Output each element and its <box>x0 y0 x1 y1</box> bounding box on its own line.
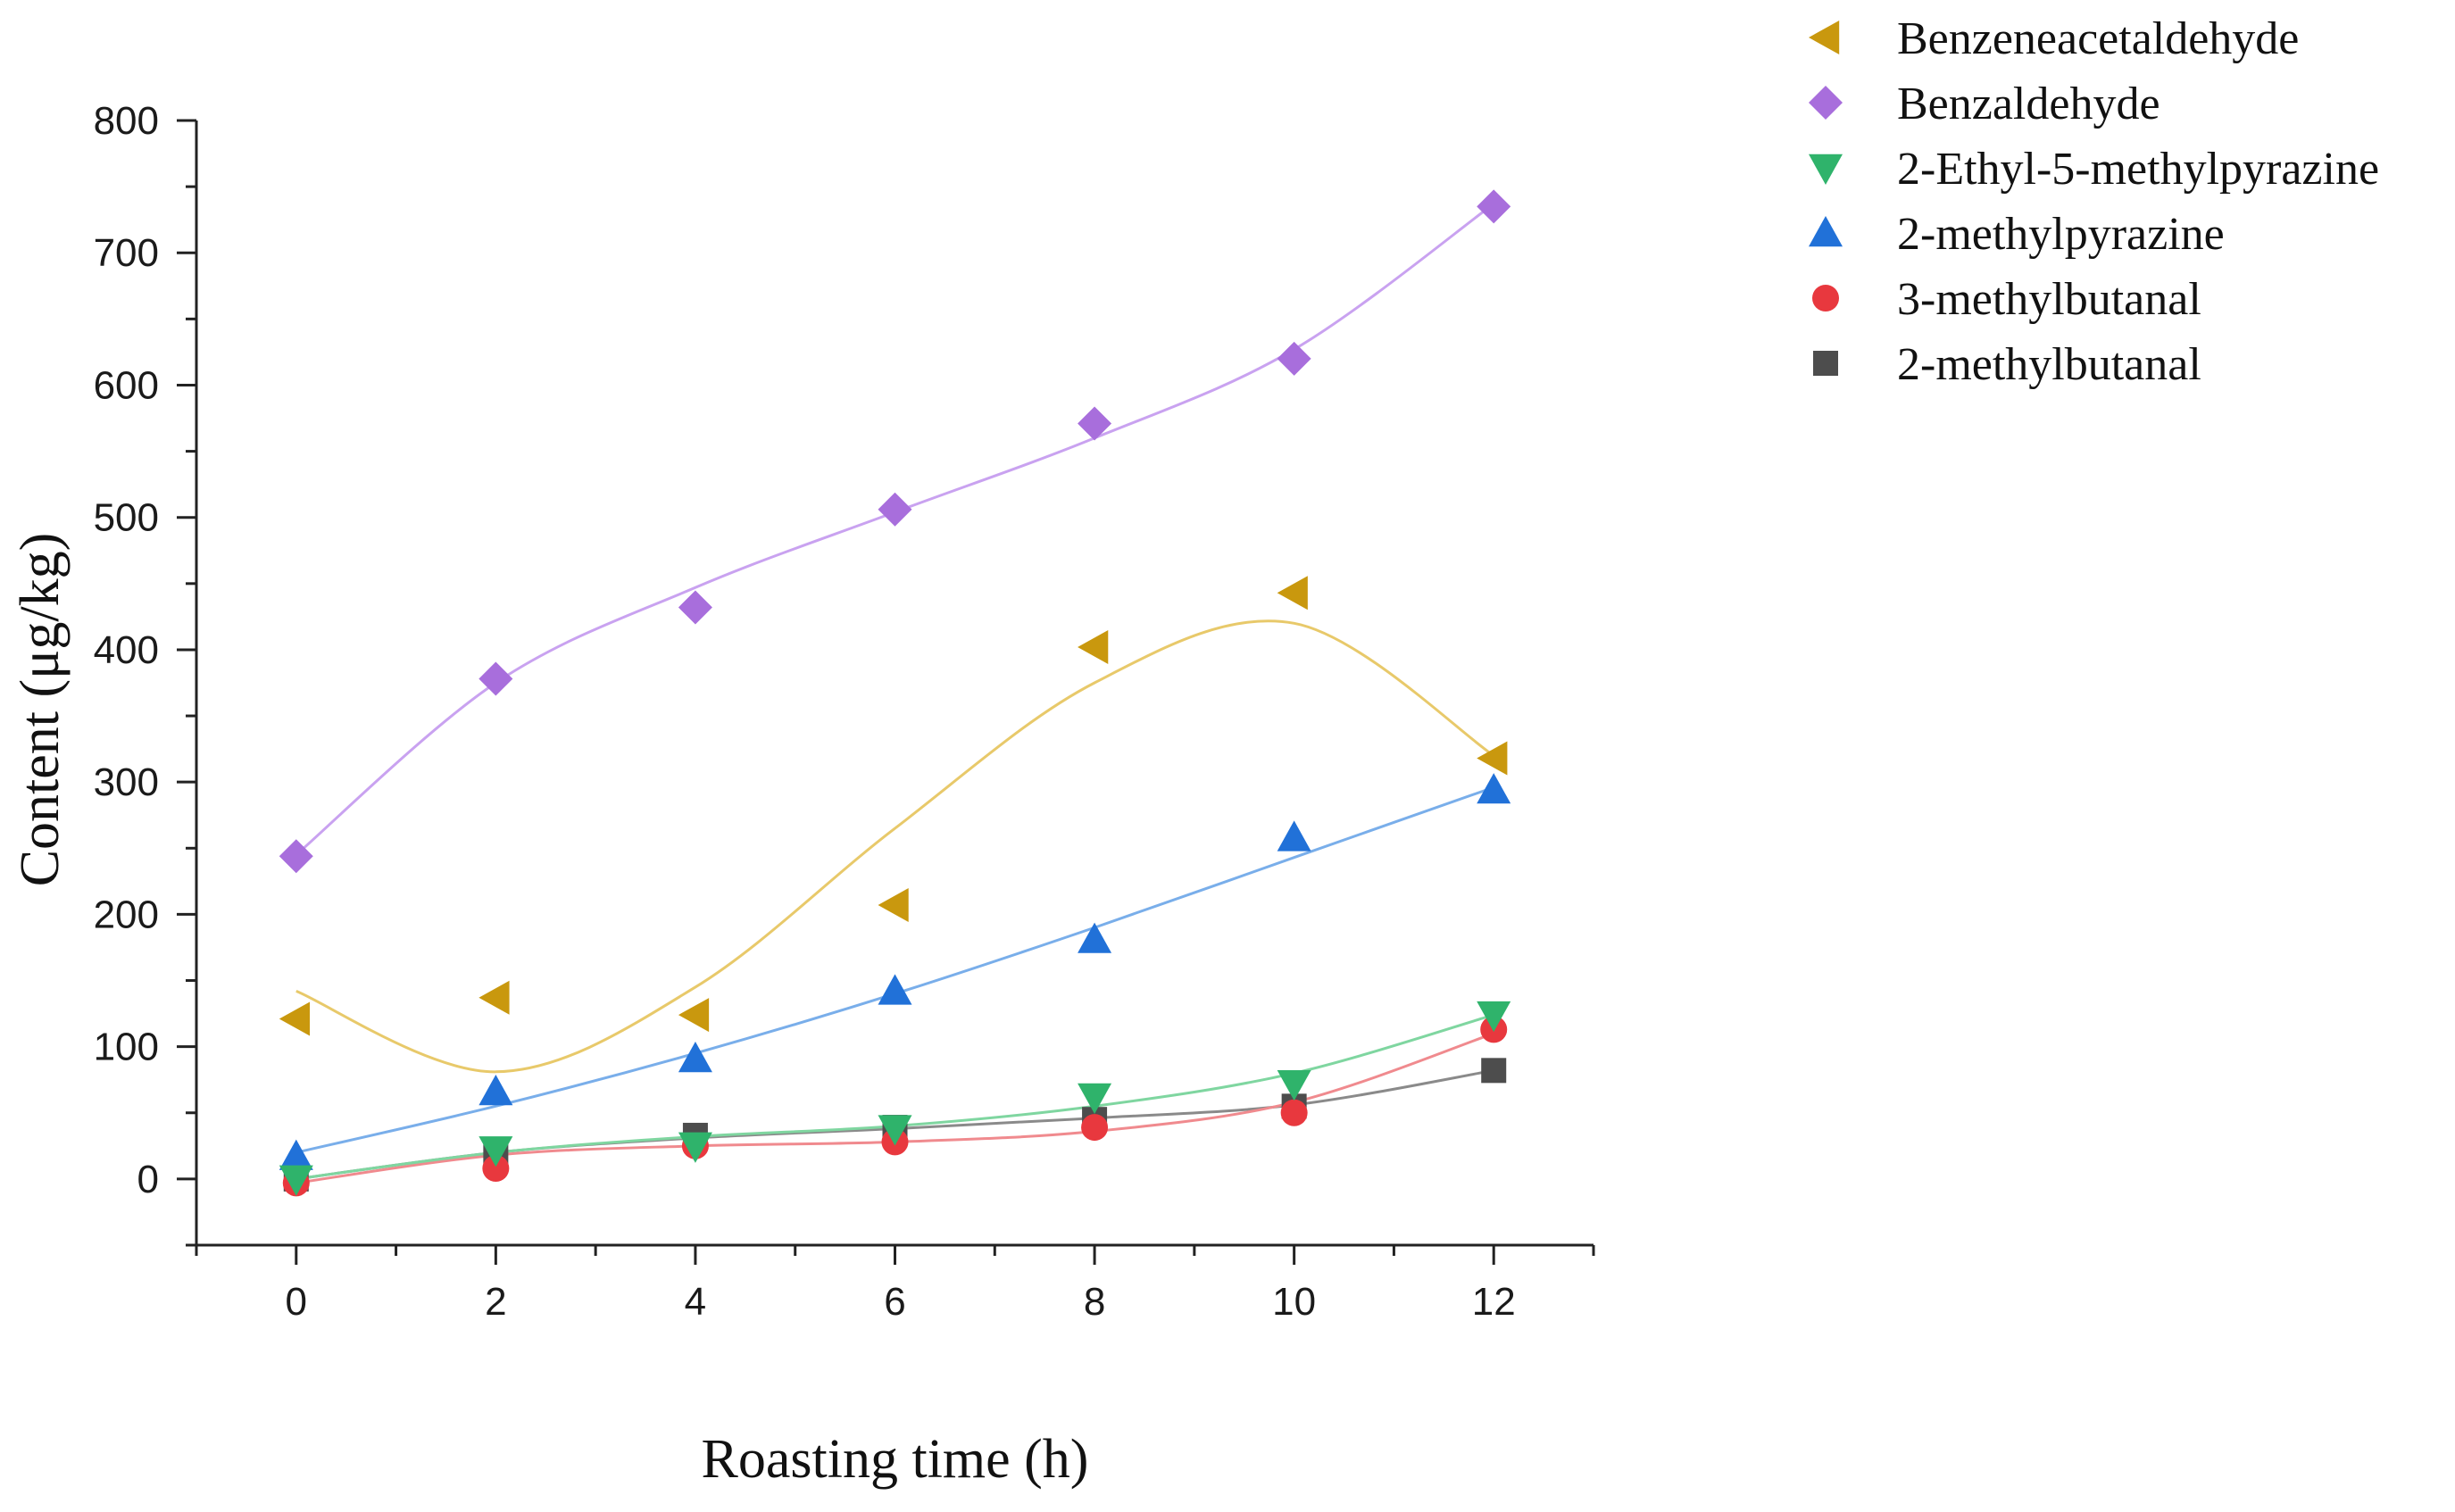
legend-marker-3-methylbutanal <box>1812 285 1839 312</box>
point-benzaldehyde <box>479 661 513 696</box>
point-benzeneacetaldehyde <box>878 888 909 923</box>
x-tick-label: 12 <box>1472 1280 1516 1324</box>
y-tick-label: 0 <box>137 1158 159 1201</box>
point-benzaldehyde <box>279 839 313 874</box>
x-tick-label: 10 <box>1272 1280 1316 1324</box>
legend-item-2-ethyl-5-methylpyrazine: 2-Ethyl-5-methylpyrazine <box>1809 144 2379 195</box>
legend-item-benzeneacetaldehyde: Benzeneacetaldehyde <box>1809 13 2299 64</box>
point-2-ethyl-5-methylpyrazine <box>1477 1001 1511 1033</box>
point-2-methylpyrazine <box>1078 922 1112 953</box>
legend-label: 2-methylpyrazine <box>1897 209 2225 260</box>
point-3-methylbutanal <box>1280 1099 1308 1126</box>
point-2-ethyl-5-methylpyrazine <box>1078 1083 1112 1114</box>
point-benzeneacetaldehyde <box>1477 741 1508 776</box>
point-3-methylbutanal <box>482 1155 510 1183</box>
fit-line-3-methylbutanal <box>295 1032 1494 1184</box>
legend-label: Benzaldehyde <box>1897 79 2160 129</box>
legend-label: 3-methylbutanal <box>1897 274 2201 325</box>
point-2-methylpyrazine <box>878 974 912 1005</box>
y-tick-label: 100 <box>94 1026 159 1069</box>
x-tick-label: 0 <box>286 1280 307 1324</box>
x-axis-title: Roasting time (h) <box>702 1429 1089 1490</box>
legend-marker-benzeneacetaldehyde <box>1809 21 1840 54</box>
point-benzaldehyde <box>678 590 712 625</box>
x-tick-label: 6 <box>884 1280 905 1324</box>
y-tick-label: 300 <box>94 760 159 804</box>
x-tick-label: 2 <box>485 1280 506 1324</box>
point-2-ethyl-5-methylpyrazine <box>479 1136 513 1167</box>
point-benzeneacetaldehyde <box>279 1001 310 1036</box>
x-tick-label: 8 <box>1084 1280 1105 1324</box>
legend-label: 2-Ethyl-5-methylpyrazine <box>1897 144 2379 195</box>
y-ticks: 0 100 200 300 400 500 600 700 800 <box>94 99 196 1247</box>
y-tick-label: 600 <box>94 363 159 407</box>
point-2-methylpyrazine <box>1277 820 1311 852</box>
point-benzaldehyde <box>1477 189 1511 224</box>
point-2-methylpyrazine <box>279 1139 313 1170</box>
point-2-ethyl-5-methylpyrazine <box>279 1165 313 1196</box>
legend-marker-2-ethyl-5-methylpyrazine <box>1809 154 1843 185</box>
point-benzaldehyde <box>878 492 912 527</box>
point-benzeneacetaldehyde <box>678 998 710 1033</box>
legend-item-benzaldehyde: Benzaldehyde <box>1809 79 2160 129</box>
point-benzaldehyde <box>1078 406 1112 441</box>
y-tick-label: 500 <box>94 496 159 540</box>
point-2-methylbutanal <box>1481 1058 1507 1084</box>
x-tick-label: 4 <box>685 1280 706 1324</box>
point-2-methylpyrazine <box>479 1075 513 1106</box>
y-axis-title: Content (μg/kg) <box>10 533 71 887</box>
legend-item-3-methylbutanal: 3-methylbutanal <box>1812 274 2201 325</box>
legend-item-2-methylbutanal: 2-methylbutanal <box>1813 339 2201 390</box>
legend: Benzeneacetaldehyde Benzaldehyde 2-Ethyl-5… <box>1809 13 2379 390</box>
point-benzeneacetaldehyde <box>1078 629 1109 664</box>
point-2-ethyl-5-methylpyrazine <box>1277 1069 1311 1101</box>
data-points <box>279 189 1511 1197</box>
fit-line-benzeneacetaldehyde <box>295 619 1495 1074</box>
x-ticks: 0 2 4 6 8 10 12 <box>195 1245 1595 1324</box>
point-3-methylbutanal <box>1081 1114 1109 1142</box>
point-benzeneacetaldehyde <box>479 980 510 1015</box>
point-2-ethyl-5-methylpyrazine <box>678 1132 712 1163</box>
legend-label: Benzeneacetaldehyde <box>1897 13 2299 64</box>
y-tick-label: 800 <box>94 99 159 143</box>
legend-item-2-methylpyrazine: 2-methylpyrazine <box>1809 209 2225 260</box>
legend-marker-2-methylpyrazine <box>1809 216 1843 247</box>
y-tick-label: 400 <box>94 628 159 672</box>
y-tick-label: 200 <box>94 893 159 936</box>
y-tick-label: 700 <box>94 231 159 275</box>
legend-marker-benzaldehyde <box>1809 86 1843 120</box>
fit-line-benzaldehyde <box>295 203 1495 856</box>
point-benzaldehyde <box>1277 341 1311 376</box>
point-2-methylpyrazine <box>678 1041 712 1073</box>
fit-lines <box>295 203 1495 1184</box>
legend-label: 2-methylbutanal <box>1897 339 2201 390</box>
point-benzeneacetaldehyde <box>1277 576 1308 611</box>
legend-marker-2-methylbutanal <box>1813 351 1838 376</box>
point-2-ethyl-5-methylpyrazine <box>878 1115 912 1146</box>
point-2-methylpyrazine <box>1477 773 1511 804</box>
axes: 0 100 200 300 400 500 600 700 800 0 2 4 6 8 10 12 <box>94 99 1595 1324</box>
